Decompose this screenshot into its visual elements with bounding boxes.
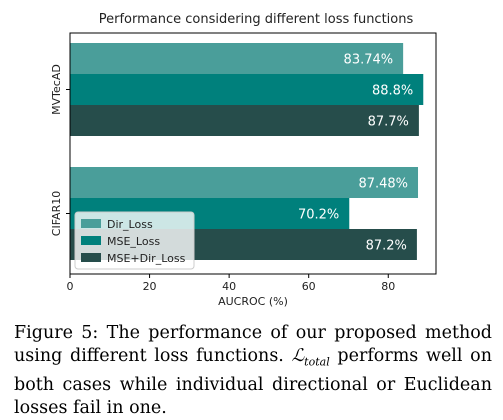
caption-math-sub: total [304,355,330,369]
y-tick-label: MVTecAD [50,64,63,115]
y-tick-label: CIFAR10 [50,191,63,236]
bar-value-label: 87.48% [358,177,408,192]
x-tick-label: 60 [302,280,316,293]
x-tick-label: 40 [222,280,236,293]
caption-prefix: Figure 5: The performance of our propose… [14,323,492,366]
bar-value-label: 83.74% [344,53,394,68]
bar [70,167,419,198]
bar-chart: Performance considering different loss f… [50,12,437,308]
legend-label: MSE+Dir_Loss [107,252,186,265]
bar [70,105,419,136]
bar [70,43,404,74]
caption-math: ℒtotal [291,346,330,369]
legend-label: Dir_Loss [107,218,153,231]
bar-value-label: 88.8% [372,84,413,99]
legend-box [74,211,195,270]
y-axis: MVTecAD CIFAR10 [50,64,70,236]
plot-frame [69,32,437,275]
x-tick-label: 20 [143,280,157,293]
legend-swatch [81,253,101,262]
value-labels-group: 83.74% 88.8% 87.7% 87.48% 70.2% 87.2% [298,53,413,254]
caption-math-main: ℒ [291,346,305,366]
bar [70,74,424,105]
legend-swatch [81,236,101,245]
legend: Dir_Loss MSE_Loss MSE+Dir_Loss [74,211,195,270]
x-tick-label: 80 [381,280,395,293]
chart-title: Performance considering different loss f… [99,12,414,27]
legend-label: MSE_Loss [107,235,160,248]
bar-value-label: 87.2% [366,239,407,254]
figure-caption: Figure 5: The performance of our propose… [14,322,492,420]
x-tick-label: 0 [67,280,74,293]
x-axis: 0 20 40 60 80 [67,274,395,293]
x-axis-label: AUCROC (%) [218,295,288,308]
legend-swatch [81,219,101,228]
bar-value-label: 87.7% [368,115,409,130]
bar-value-label: 70.2% [298,208,339,223]
